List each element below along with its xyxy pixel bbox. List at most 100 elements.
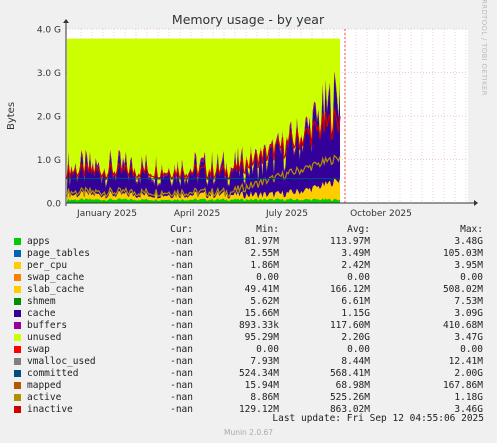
legend-swatch (14, 310, 21, 317)
legend-row: committed -nan 524.34M 568.41M 2.00G (0, 368, 497, 380)
legend-cur-value: -nan (170, 332, 193, 343)
legend-series-name: swap_cache (27, 272, 85, 283)
legend-min-value: 2.55M (250, 248, 279, 259)
legend-swatch (14, 382, 21, 389)
legend-series-name: per_cpu (27, 260, 68, 271)
legend-cur-value: -nan (170, 260, 193, 271)
legend-max-value: 105.03M (442, 248, 483, 259)
legend-cur-value: -nan (170, 344, 193, 355)
legend-header-min: Min: (256, 224, 279, 235)
legend-avg-value: 117.60M (329, 320, 370, 331)
legend-max-value: 3.95M (454, 260, 483, 271)
legend-max-value: 12.41M (448, 356, 483, 367)
legend-row: swap -nan 0.00 0.00 0.00 (0, 344, 497, 356)
y-tick-label: 1.0 G (37, 156, 61, 166)
legend-min-value: 7.93M (250, 356, 279, 367)
legend-series-name: swap (27, 344, 50, 355)
legend-row: vmalloc_used -nan 7.93M 8.44M 12.41M (0, 356, 497, 368)
legend-row: buffers -nan 893.33k 117.60M 410.68M (0, 320, 497, 332)
legend-cur-value: -nan (170, 248, 193, 259)
legend-min-value: 15.66M (244, 308, 279, 319)
area-apps (67, 198, 340, 203)
legend-series-name: apps (27, 236, 50, 247)
legend-max-value: 2.00G (454, 368, 483, 379)
legend-row: cache -nan 15.66M 1.15G 3.09G (0, 308, 497, 320)
y-tick-label: 3.0 G (37, 69, 61, 79)
legend-max-value: 410.68M (442, 320, 483, 331)
series-lines (66, 109, 341, 199)
line-committed (66, 177, 341, 180)
y-tick-label: 0.0 (47, 200, 62, 210)
legend-series-name: committed (27, 368, 79, 379)
legend-avg-value: 2.42M (341, 260, 370, 271)
legend-row: apps -nan 81.97M 113.97M 3.48G (0, 236, 497, 248)
legend-series-name: inactive (27, 404, 73, 415)
legend-min-value: 5.62M (250, 296, 279, 307)
legend-avg-value: 863.02M (329, 404, 370, 415)
series-areas (67, 38, 340, 203)
legend-max-value: 167.86M (442, 380, 483, 391)
legend-min-value: 15.94M (244, 380, 279, 391)
legend-row: per_cpu -nan 1.86M 2.42M 3.95M (0, 260, 497, 272)
legend-min-value: 81.97M (244, 236, 279, 247)
legend-min-value: 95.29M (244, 332, 279, 343)
last-update: Last update: Fri Sep 12 04:55:06 2025 (272, 413, 484, 424)
legend-avg-value: 0.00 (347, 272, 370, 283)
legend-series-name: mapped (27, 380, 62, 391)
legend-avg-value: 2.20G (341, 332, 370, 343)
legend-min-value: 129.12M (238, 404, 279, 415)
legend-row: page_tables -nan 2.55M 3.49M 105.03M (0, 248, 497, 260)
y-axis-label: Bytes (6, 102, 17, 130)
legend-swatch (14, 262, 21, 269)
legend-cur-value: -nan (170, 368, 193, 379)
legend-avg-value: 68.98M (335, 380, 370, 391)
legend-row: unused -nan 95.29M 2.20G 3.47G (0, 332, 497, 344)
legend-min-value: 524.34M (238, 368, 279, 379)
legend-series-name: slab_cache (27, 284, 85, 295)
y-tick-label: 2.0 G (37, 113, 61, 123)
y-axis-arrow (63, 19, 69, 23)
legend-min-value: 49.41M (244, 284, 279, 295)
legend-max-value: 3.47G (454, 332, 483, 343)
legend-cur-value: -nan (170, 392, 193, 403)
area-cache (67, 75, 340, 199)
legend-swatch (14, 286, 21, 293)
legend-max-value: 3.09G (454, 308, 483, 319)
legend-header-max: Max: (460, 224, 483, 235)
legend-min-value: 0.00 (256, 272, 279, 283)
chart-title: Memory usage - by year (172, 12, 325, 27)
legend-avg-value: 3.49M (341, 248, 370, 259)
legend-series-name: page_tables (27, 248, 90, 259)
legend-swatch (14, 346, 21, 353)
legend-max-value: 3.48G (454, 236, 483, 247)
legend-row: slab_cache -nan 49.41M 166.12M 508.02M (0, 284, 497, 296)
x-tick-label: July 2025 (265, 209, 308, 219)
legend-row: swap_cache -nan 0.00 0.00 0.00 (0, 272, 497, 284)
legend-cur-value: -nan (170, 380, 193, 391)
legend-series-name: active (27, 392, 62, 403)
legend-cur-value: -nan (170, 320, 193, 331)
legend-series-name: vmalloc_used (27, 356, 96, 367)
footer-version: Munin 2.0.67 (223, 428, 274, 437)
legend-swatch (14, 358, 21, 365)
legend-header: Cur: Min: Avg: Max: (0, 224, 497, 236)
legend-series-name: cache (27, 308, 56, 319)
legend-min-value: 1.86M (250, 260, 279, 271)
legend-row: mapped -nan 15.94M 68.98M 167.86M (0, 380, 497, 392)
legend-avg-value: 113.97M (329, 236, 370, 247)
legend-series-name: shmem (27, 296, 56, 307)
legend-swatch (14, 334, 21, 341)
x-tick-label: January 2025 (76, 209, 137, 219)
legend-avg-value: 568.41M (329, 368, 370, 379)
axes: 0.0 1.0 G 2.0 G 3.0 G 4.0 G January 2025 April… (37, 19, 478, 219)
legend-avg-value: 166.12M (329, 284, 370, 295)
legend-avg-value: 525.26M (329, 392, 370, 403)
legend-row: shmem -nan 5.62M 6.61M 7.53M (0, 296, 497, 308)
legend-cur-value: -nan (170, 284, 193, 295)
legend-series-name: buffers (27, 320, 68, 331)
legend-swatch (14, 394, 21, 401)
line-active (66, 154, 341, 199)
legend-row: inactive -nan 129.12M 863.02M 3.46G (0, 404, 497, 416)
legend-swatch (14, 370, 21, 377)
legend-swatch (14, 406, 21, 413)
